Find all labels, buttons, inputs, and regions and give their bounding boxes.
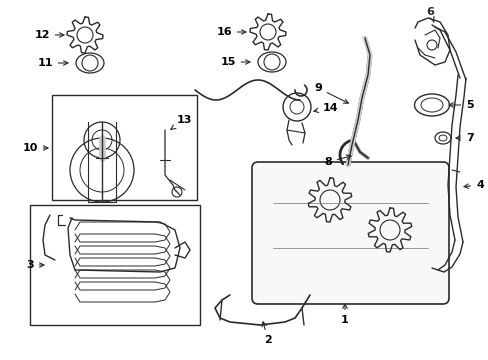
Text: 6: 6 xyxy=(425,7,433,22)
Text: 8: 8 xyxy=(324,155,350,167)
Bar xyxy=(52,95,197,200)
Text: 16: 16 xyxy=(216,27,245,37)
Text: 5: 5 xyxy=(448,100,473,110)
Text: 4: 4 xyxy=(463,180,483,190)
Text: 2: 2 xyxy=(262,322,271,345)
FancyBboxPatch shape xyxy=(251,162,448,304)
Text: 12: 12 xyxy=(34,30,64,40)
Text: 14: 14 xyxy=(313,103,337,113)
Text: 9: 9 xyxy=(313,83,347,103)
Text: 1: 1 xyxy=(341,304,348,325)
Text: 10: 10 xyxy=(22,143,48,153)
Text: 11: 11 xyxy=(37,58,68,68)
Text: 7: 7 xyxy=(455,133,473,143)
Text: 13: 13 xyxy=(170,115,191,129)
Bar xyxy=(30,205,200,325)
Text: 15: 15 xyxy=(220,57,249,67)
Text: 3: 3 xyxy=(26,260,44,270)
